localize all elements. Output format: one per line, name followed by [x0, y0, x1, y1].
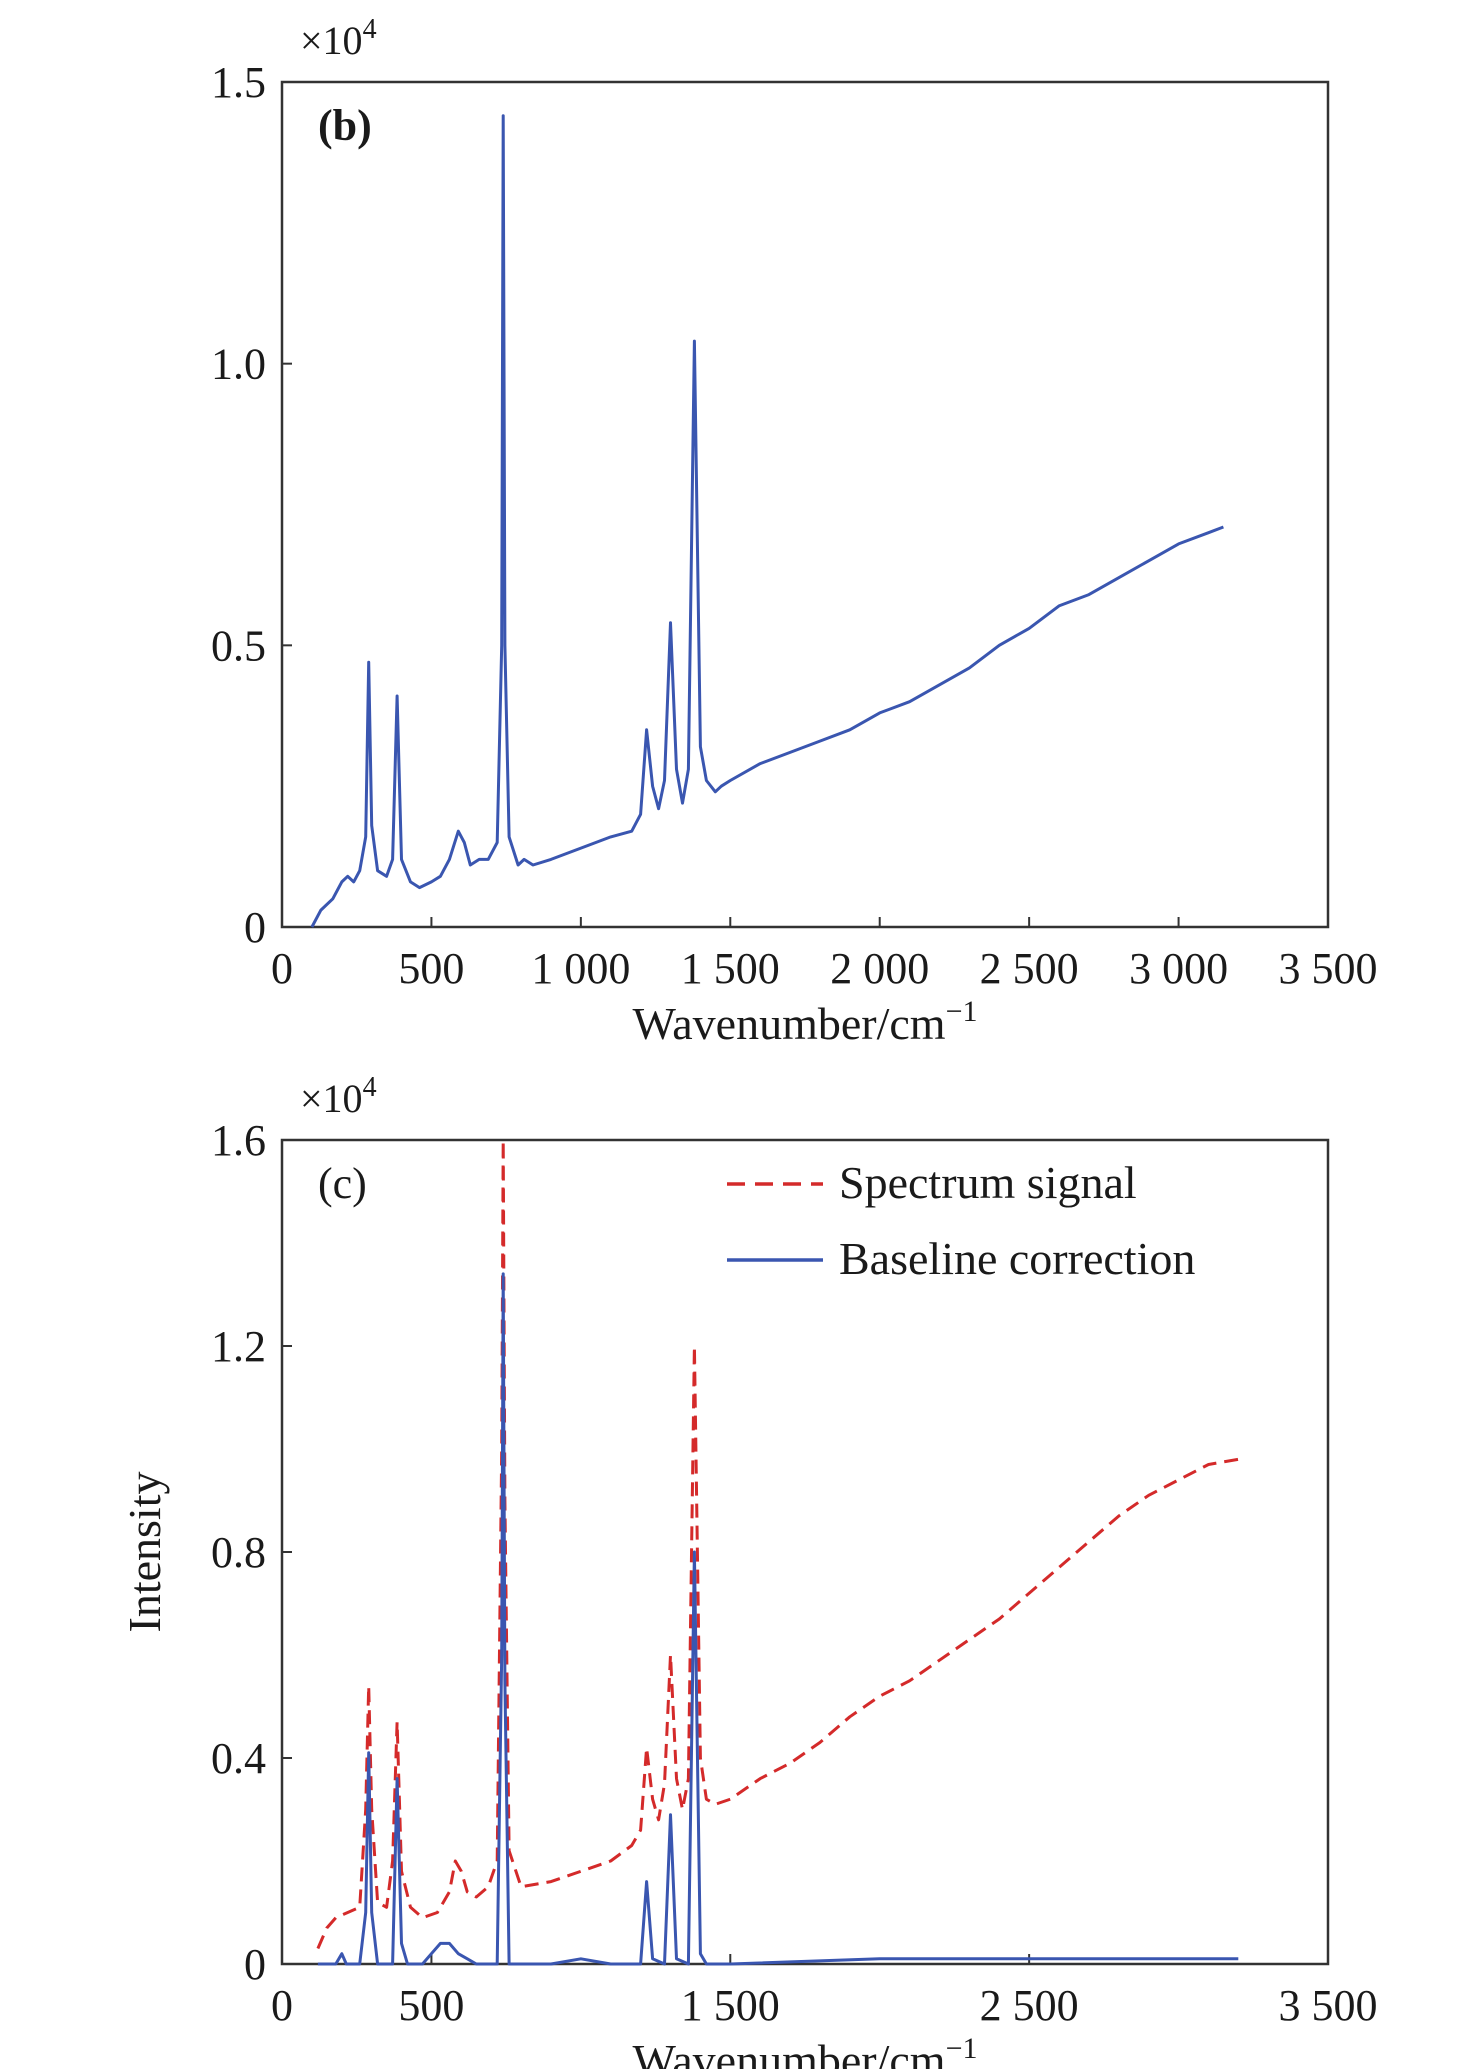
x-tick-label: 2 500	[980, 944, 1079, 993]
x-tick-label: 500	[398, 944, 464, 993]
series-line	[310, 114, 1224, 928]
y-tick-label: 0.5	[211, 621, 266, 670]
legend: Spectrum signal Baseline correction	[727, 1157, 1195, 1284]
y-tick-label: 0.8	[211, 1528, 266, 1577]
x-tick-label: 500	[398, 1981, 464, 2030]
plot-frame	[280, 80, 1330, 929]
x-axis-title-sup: −1	[946, 2032, 978, 2065]
y-tick-label: 0.4	[211, 1734, 266, 1783]
chart-panel-b: 0 500 1 000 1 500 2 000 2 500 3 000 3 500 0 0.5 1.…	[211, 14, 1378, 1049]
x-tick-label: 2 000	[830, 944, 929, 993]
y-multiplier-base: ×10	[300, 1076, 363, 1121]
y-multiplier: ×104	[300, 1072, 377, 1121]
x-axis-title: Wavenumber/cm−1	[633, 995, 978, 1049]
y-tick-label: 1.0	[211, 340, 266, 389]
x-axis-title-text: Wavenumber/cm	[633, 2035, 946, 2069]
x-tick-label: 3 500	[1279, 944, 1378, 993]
series-line-baseline-correction	[317, 1272, 1239, 1966]
y-tick-label: 1.2	[211, 1322, 266, 1371]
x-tick-label: 1 500	[681, 1981, 780, 2030]
legend-label: Spectrum signal	[839, 1157, 1137, 1208]
y-tick-label: 0	[244, 903, 266, 952]
x-tick-label: 3 000	[1129, 944, 1228, 993]
series-line-spectrum-signal	[316, 1138, 1239, 1950]
legend-label: Baseline correction	[839, 1233, 1195, 1284]
x-tick-label: 1 000	[531, 944, 630, 993]
x-axis-title-text: Wavenumber/cm	[633, 998, 946, 1049]
panel-label: (b)	[318, 101, 372, 150]
x-tick-label: 3 500	[1279, 1981, 1378, 2030]
x-tick-label: 0	[271, 1981, 293, 2030]
y-tick-label: 0	[244, 1940, 266, 1989]
x-tick-label: 2 500	[980, 1981, 1079, 2030]
y-axis-title: Intensity	[119, 1472, 170, 1633]
x-axis-title-sup: −1	[946, 995, 978, 1028]
x-tick-label: 1 500	[681, 944, 780, 993]
y-multiplier: ×104	[300, 14, 377, 63]
chart-panel-c: 0 500 1 500 2 500 3 500 0 0.4 0.8 1.2 1.6 ×104 (c) W…	[119, 1072, 1378, 2069]
x-tick-label: 0	[271, 944, 293, 993]
y-tick-label: 1.6	[211, 1116, 266, 1165]
x-axis-title: Wavenumber/cm−1	[633, 2032, 978, 2069]
y-multiplier-exponent: 4	[363, 1072, 377, 1103]
y-multiplier-exponent: 4	[363, 14, 377, 45]
panel-label: (c)	[318, 1159, 367, 1208]
y-multiplier-base: ×10	[300, 18, 363, 63]
y-tick-label: 1.5	[211, 58, 266, 107]
